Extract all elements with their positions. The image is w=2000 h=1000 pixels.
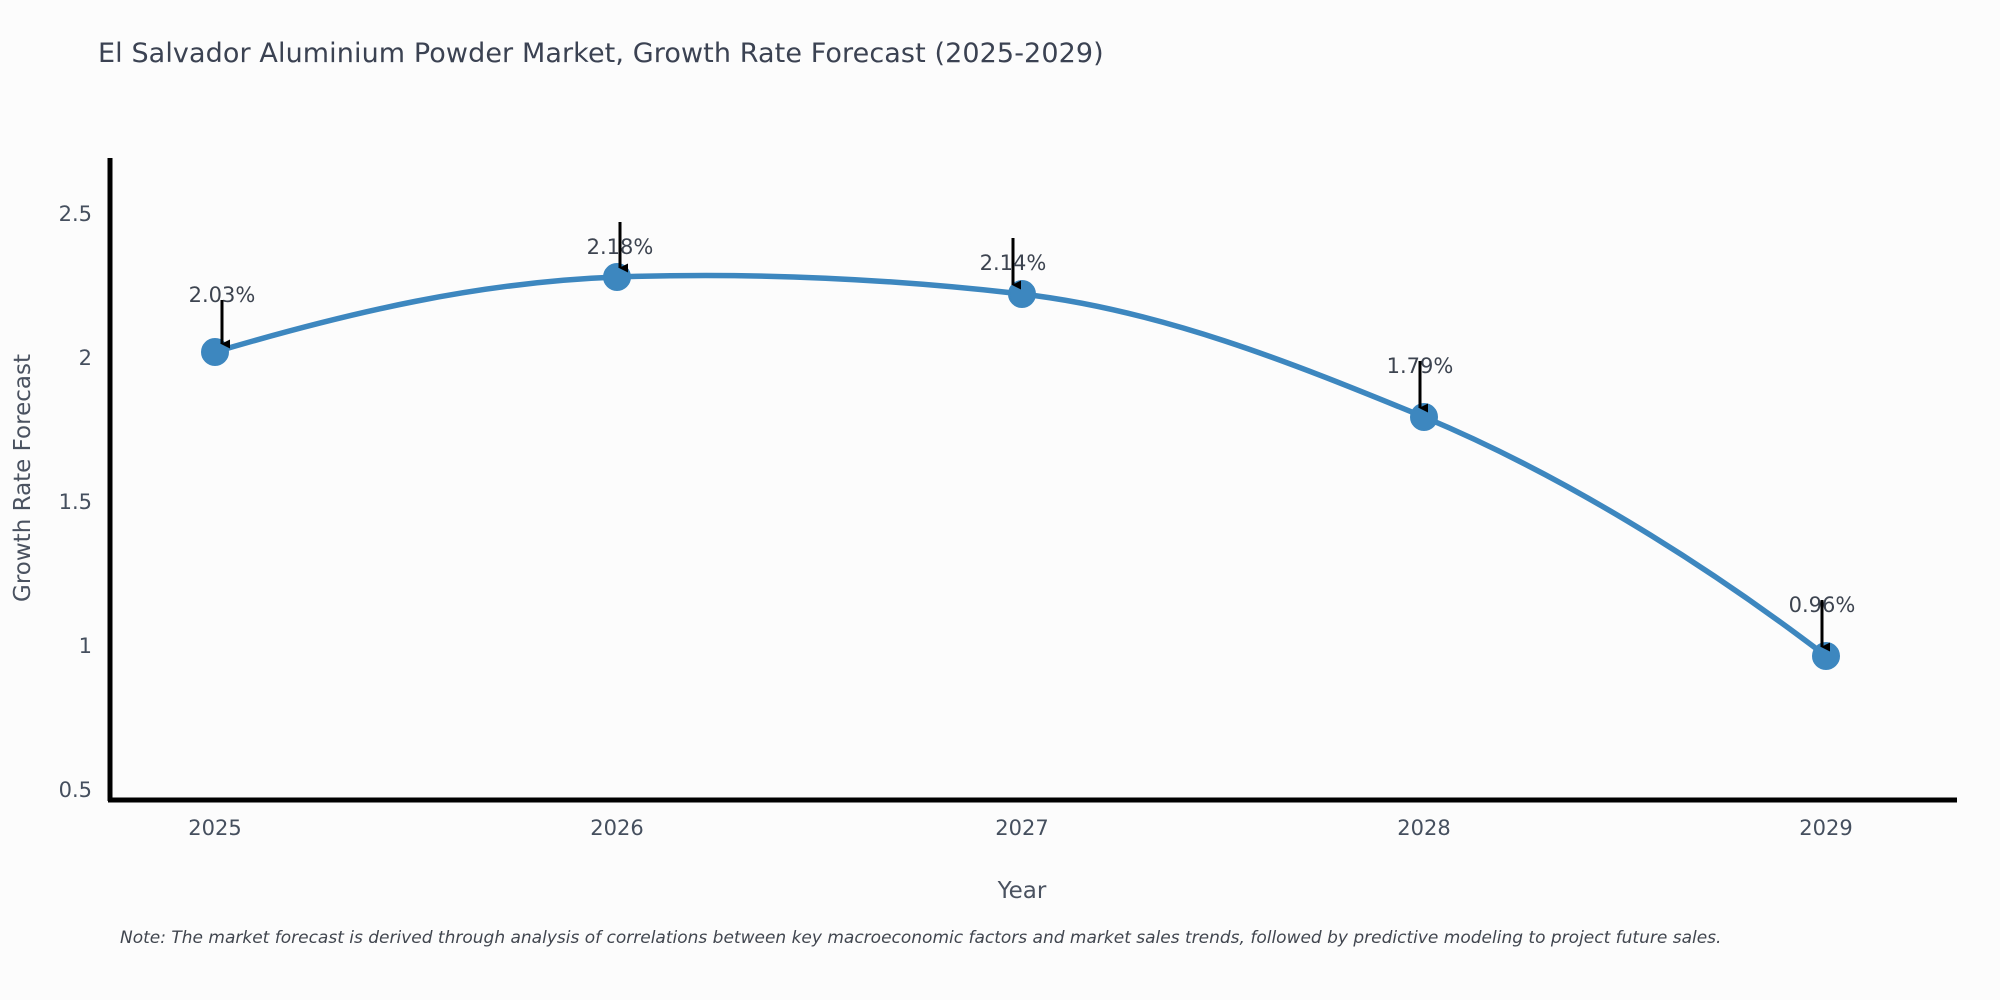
data-point-markers xyxy=(201,263,1840,670)
y-axis-ticks: 0.5 1 1.5 2 2.5 xyxy=(59,202,92,802)
x-tick-label: 2027 xyxy=(995,816,1048,840)
x-tick-label: 2028 xyxy=(1397,816,1450,840)
data-value-labels: 2.03% 2.18% 2.14% 1.79% 0.96% xyxy=(189,235,1856,617)
y-tick-label: 2 xyxy=(79,346,92,370)
x-tick-label: 2025 xyxy=(188,816,241,840)
x-axis-ticks: 2025 2026 2027 2028 2029 xyxy=(188,816,1852,840)
x-tick-label: 2026 xyxy=(590,816,643,840)
data-value-label: 0.96% xyxy=(1789,593,1856,617)
data-point-marker[interactable] xyxy=(1812,642,1840,670)
chart-footnote: Note: The market forecast is derived thr… xyxy=(120,928,1722,948)
y-axis-title: Growth Rate Forecast xyxy=(10,354,36,602)
y-tick-label: 1.5 xyxy=(59,490,92,514)
data-value-label: 2.03% xyxy=(189,283,256,307)
data-value-label: 1.79% xyxy=(1387,354,1454,378)
data-value-label: 2.14% xyxy=(980,251,1047,275)
data-series-line xyxy=(212,272,1829,659)
y-tick-label: 0.5 xyxy=(59,778,92,802)
data-point-marker[interactable] xyxy=(603,263,631,291)
annotation-arrows xyxy=(220,222,1830,652)
data-point-marker[interactable] xyxy=(201,338,229,366)
y-tick-label: 2.5 xyxy=(59,202,92,226)
y-tick-label: 1 xyxy=(79,634,92,658)
x-axis-title: Year xyxy=(997,878,1047,904)
data-value-label: 2.18% xyxy=(587,235,654,259)
chart-title: El Salvador Aluminium Powder Market, Gro… xyxy=(98,38,1104,69)
x-tick-label: 2029 xyxy=(1799,816,1852,840)
data-point-marker[interactable] xyxy=(1410,403,1438,431)
